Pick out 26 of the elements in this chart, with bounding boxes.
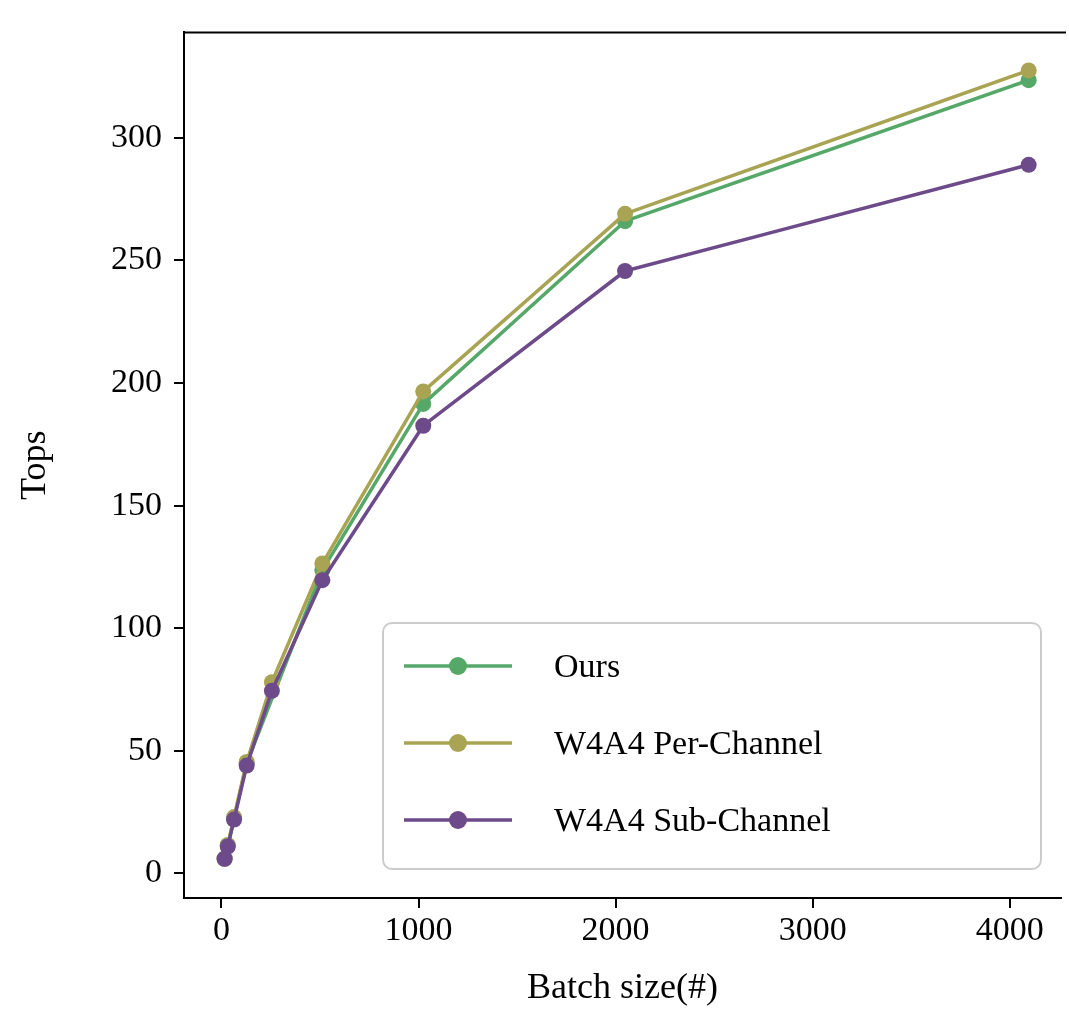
point <box>314 572 331 589</box>
x-tick-label: 4000 <box>975 910 1044 948</box>
point <box>1020 156 1037 173</box>
legend-label: Ours <box>554 647 621 685</box>
point <box>617 262 634 279</box>
x-tick-label: 1000 <box>384 910 453 948</box>
x-axis-title: Batch size(#) <box>527 965 718 1006</box>
point <box>617 205 634 222</box>
legend-label: W4A4 Per-Channel <box>554 724 823 762</box>
y-tick-label: 50 <box>128 729 162 767</box>
x-tick-label: 3000 <box>778 910 847 948</box>
point <box>314 555 331 572</box>
x-tick-label: 0 <box>212 910 230 948</box>
y-tick-label: 300 <box>111 116 162 154</box>
point <box>415 383 432 400</box>
y-axis-title: Tops <box>13 430 54 500</box>
point <box>1020 62 1037 79</box>
y-tick-label: 150 <box>111 484 162 522</box>
y-tick-label: 250 <box>111 239 162 277</box>
legend-label: W4A4 Sub-Channel <box>554 801 831 839</box>
y-tick-label: 0 <box>145 852 162 890</box>
point <box>263 682 280 699</box>
x-tick-label: 2000 <box>581 910 650 948</box>
y-tick-label: 200 <box>111 361 162 399</box>
y-tick-label: 100 <box>111 607 162 645</box>
point <box>415 417 432 434</box>
